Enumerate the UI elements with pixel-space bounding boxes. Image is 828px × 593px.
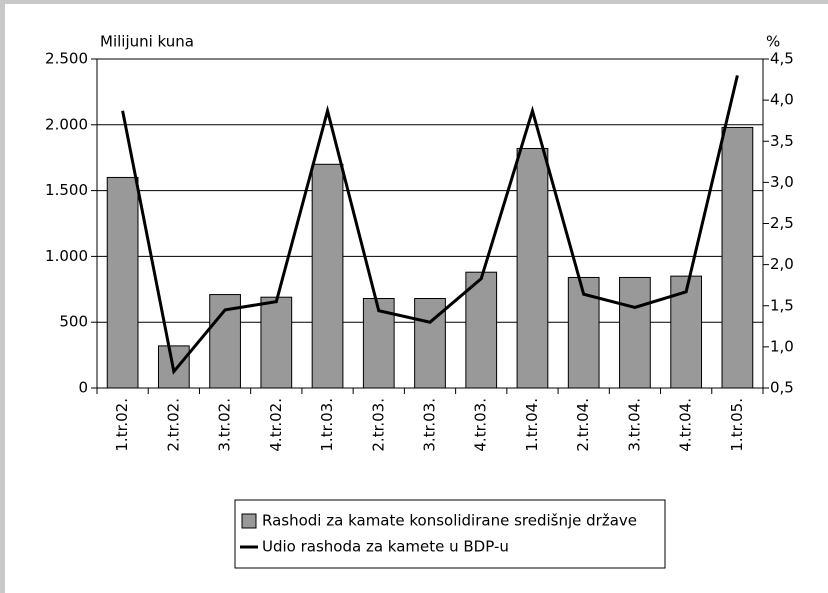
bar (260, 296, 293, 389)
y2-tick-label: 4,5 (770, 50, 794, 68)
x-tick-label: 3.tr.03. (421, 398, 439, 452)
y2-tick-label: 0,5 (770, 379, 794, 397)
y2-tick-label: 3,5 (770, 132, 794, 150)
legend-label: Rashodi za kamate konsolidirane središnj… (262, 512, 637, 530)
x-tick-label: 1.tr.05. (728, 398, 746, 452)
x-tick-label: 2.tr.02. (164, 398, 182, 452)
y2-tick-label: 4,0 (770, 91, 794, 109)
bar (106, 176, 139, 389)
bar (311, 163, 344, 389)
x-tick-label: 1.tr.03. (318, 398, 336, 452)
bar (157, 345, 190, 389)
y2-tick-label: 3,0 (770, 173, 794, 191)
x-tick-label: 3.tr.04. (625, 398, 643, 452)
y-tick-label: 1.000 (45, 247, 88, 265)
y-axis-label: Milijuni kuna (100, 33, 194, 51)
y-tick-label: 0 (78, 379, 88, 397)
y2-axis-label: % (766, 33, 780, 51)
y-tick-label: 2.000 (45, 115, 88, 133)
y-tick-label: 1.500 (45, 181, 88, 199)
y2-tick-label: 2,0 (770, 255, 794, 273)
bar (465, 271, 498, 389)
bar (619, 276, 651, 389)
x-tick-label: 3.tr.02. (216, 398, 234, 452)
legend-swatch (241, 513, 257, 529)
x-tick-label: 4.tr.02. (267, 398, 285, 452)
legend-label: Udio rashoda za kamete u BDP-u (262, 538, 509, 556)
y2-tick-label: 1,0 (770, 337, 794, 355)
frame-top (0, 0, 828, 4)
y2-tick-label: 2,5 (770, 214, 794, 232)
y2-tick-label: 1,5 (770, 296, 794, 314)
x-tick-label: 4.tr.04. (677, 398, 695, 452)
bar (516, 147, 549, 389)
x-tick-label: 4.tr.03. (472, 398, 490, 452)
x-tick-label: 1.tr.04. (523, 398, 541, 452)
frame-left (0, 0, 5, 593)
legend (234, 499, 666, 569)
x-tick-label: 2.tr.03. (369, 398, 387, 452)
x-tick-label: 2.tr.04. (574, 398, 592, 452)
x-tick-label: 1.tr.02. (113, 398, 131, 452)
y-tick-label: 2.500 (45, 50, 88, 68)
bar (362, 298, 395, 389)
bar (721, 126, 754, 389)
line (121, 75, 739, 375)
y-tick-label: 500 (59, 313, 88, 331)
